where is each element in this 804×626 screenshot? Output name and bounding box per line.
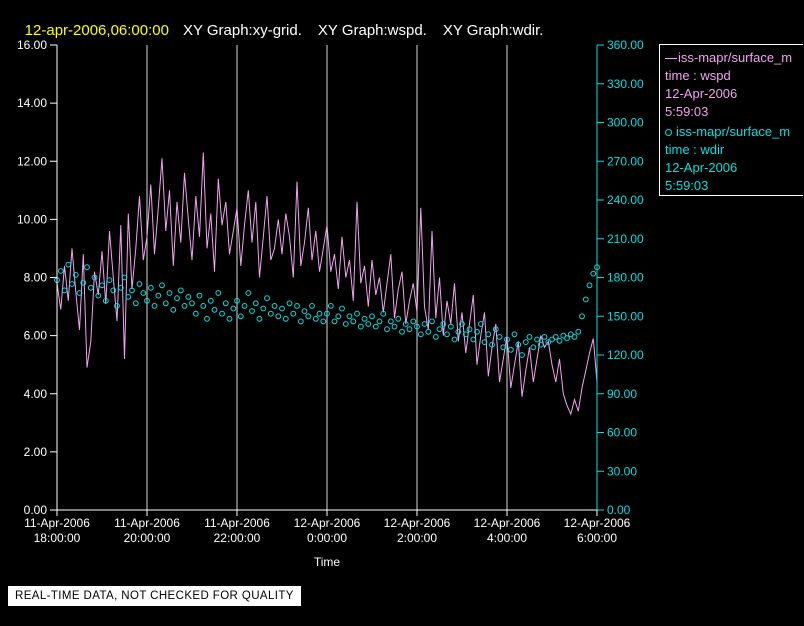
legend-row-time: 5:59:03 bbox=[665, 104, 709, 119]
series-source-label: iss-mapr/surface_m bbox=[676, 124, 791, 139]
x-axis-title: Time bbox=[313, 555, 341, 569]
circle-marker-icon bbox=[665, 129, 672, 137]
wdir-scatter-series bbox=[54, 261, 600, 358]
right-axis-tick-label: 90.00 bbox=[607, 387, 637, 401]
legend-row-field: time : wdir bbox=[665, 142, 725, 157]
legend-row-source: iss-mapr/surface_m bbox=[665, 123, 803, 141]
legend-entry-wspd: iss-mapr/surface_m time : wspd 12-Apr-20… bbox=[665, 49, 803, 121]
legend-row-time: 5:59:03 bbox=[665, 178, 709, 193]
legend-row-date: 12-Apr-2006 bbox=[665, 160, 738, 175]
clock-timestamp: 12-apr-2006,06:00:00 bbox=[24, 22, 169, 39]
xy-gridlines bbox=[146, 45, 508, 510]
left-axis-tick-label: 8.00 bbox=[24, 271, 48, 285]
x-tick-label: 11-Apr-2006 22:00:00 bbox=[204, 516, 270, 545]
right-axis-tick-label: 0.00 bbox=[607, 503, 631, 517]
right-axis-tick-label: 240.00 bbox=[607, 193, 644, 207]
window-title-wspd: XY Graph:wspd. bbox=[317, 22, 427, 39]
left-axis-tick-label: 16.00 bbox=[17, 38, 47, 52]
x-tick-label: 11-Apr-2006 20:00:00 bbox=[114, 516, 180, 545]
left-axis-tick-label: 0.00 bbox=[24, 503, 48, 517]
x-tick-label: 12-Apr-2006 0:00:00 bbox=[293, 516, 361, 545]
right-axis-tick-label: 210.00 bbox=[607, 232, 644, 246]
left-axis-tick-label: 10.00 bbox=[17, 212, 47, 226]
x-tick-label: 12-Apr-2006 2:00:00 bbox=[383, 516, 451, 545]
line-marker-icon bbox=[665, 58, 677, 60]
window-title-xy-grid: XY Graph:xy-grid. bbox=[182, 22, 302, 39]
left-axis-tick-label: 4.00 bbox=[24, 387, 48, 401]
right-axis-tick-label: 30.00 bbox=[607, 464, 637, 478]
x-tick-label: 11-Apr-2006 18:00:00 bbox=[24, 516, 90, 545]
right-axis-tick-label: 300.00 bbox=[607, 116, 644, 130]
right-axis-tick-label: 180.00 bbox=[607, 271, 644, 285]
series-source-label: iss-mapr/surface_m bbox=[678, 50, 793, 65]
left-axis-tick-label: 6.00 bbox=[24, 329, 48, 343]
legend: iss-mapr/surface_m time : wspd 12-Apr-20… bbox=[659, 44, 803, 196]
legend-row-field: time : wspd bbox=[665, 68, 731, 83]
right-axis-tick-label: 330.00 bbox=[607, 77, 644, 91]
left-axis-tick-label: 12.00 bbox=[17, 154, 47, 168]
x-tick-label: 12-Apr-2006 6:00:00 bbox=[563, 516, 631, 545]
right-axis-tick-label: 270.00 bbox=[607, 154, 644, 168]
quality-notice-text: REAL-TIME DATA, NOT CHECKED FOR QUALITY bbox=[15, 590, 294, 602]
quality-banner: REAL-TIME DATA, NOT CHECKED FOR QUALITY bbox=[8, 586, 301, 606]
x-tick-label: 12-Apr-2006 4:00:00 bbox=[473, 516, 541, 545]
legend-row-date: 12-Apr-2006 bbox=[665, 86, 738, 101]
wspd-line-series bbox=[56, 152, 598, 416]
left-axis-tick-label: 2.00 bbox=[24, 445, 48, 459]
right-axis-tick-label: 60.00 bbox=[607, 426, 637, 440]
right-axis-tick-label: 120.00 bbox=[607, 348, 644, 362]
legend-entry-wdir: iss-mapr/surface_m time : wdir 12-Apr-20… bbox=[665, 123, 803, 195]
window-title-wdir: XY Graph:wdir. bbox=[442, 22, 544, 39]
left-axis-tick-label: 14.00 bbox=[17, 96, 47, 110]
right-axis-tick-label: 150.00 bbox=[607, 309, 644, 323]
titlebar: 12-apr-2006,06:00:00 XY Graph:xy-grid. XY … bbox=[8, 5, 544, 56]
legend-row-source: iss-mapr/surface_m bbox=[665, 49, 803, 67]
right-axis-tick-label: 360.00 bbox=[607, 38, 644, 52]
